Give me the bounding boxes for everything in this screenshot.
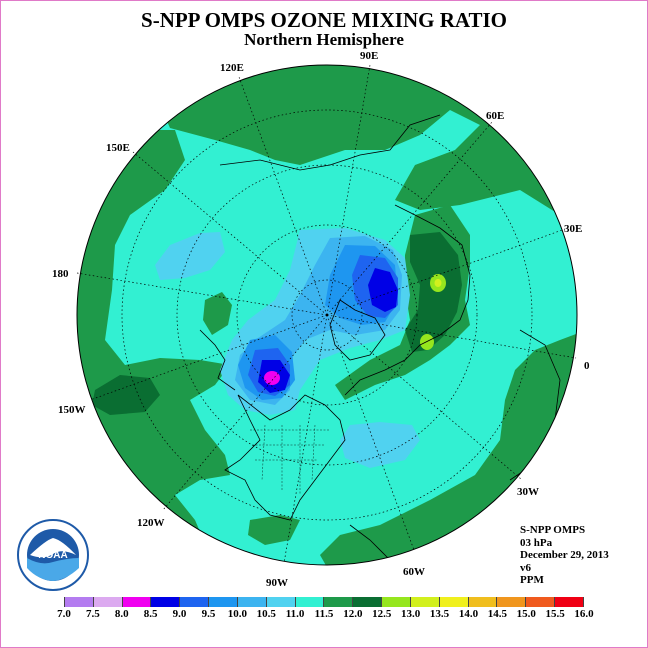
info-version: v6: [520, 561, 531, 574]
lon-label-30w: 30W: [517, 486, 539, 498]
colorbar-tick-label: 14.5: [487, 608, 507, 620]
ppm-8-5-central-core: [368, 268, 398, 312]
colorbar-tick-label: 15.0: [516, 608, 536, 620]
map-subtitle: Northern Hemisphere: [244, 30, 404, 49]
colorbar-bin-14: [468, 597, 498, 607]
colorbar-tick-label: 10.0: [227, 608, 247, 620]
ppm-10-5-atlantic-region: [340, 422, 420, 468]
colorbar-tick-label: 7.0: [57, 608, 71, 620]
colorbar-tick-label: 16.0: [574, 608, 594, 620]
lon-label-150e: 150E: [106, 142, 130, 154]
meridian-60w: [326, 314, 415, 551]
latitude-circle-20: [121, 109, 533, 521]
latitude-circle-80: [291, 279, 363, 351]
map-title: S-NPP OMPS OZONE MIXING RATIO: [141, 8, 507, 32]
colorbar-bin-6: [237, 597, 267, 607]
colorbar-tick-label: 12.0: [343, 608, 363, 620]
latitude-circle-40: [176, 164, 478, 466]
ppm-12-0-pacific-region: [92, 375, 160, 415]
lon-label-150w: 150W: [58, 404, 86, 416]
noaa-logo: NOAA: [17, 519, 89, 591]
colorbar-tick-label: 14.0: [458, 608, 479, 620]
colorbar-tick-label: 9.5: [201, 608, 216, 620]
colorbar-tick-label: 13.5: [429, 608, 450, 620]
colorbar-bin-5: [209, 597, 238, 607]
info-block: S-NPP OMPS 03 hPa December 29, 2013 v6 P…: [520, 524, 609, 587]
map-boundary: [76, 64, 578, 566]
lon-label-120w: 120W: [137, 517, 165, 529]
coastline-asia-north: [219, 114, 441, 171]
colorbar-bin-4: [180, 597, 210, 607]
lon-label-180: 180: [52, 268, 69, 280]
ppm-13-0-core: [434, 279, 442, 287]
noaa-logo-text: NOAA: [38, 550, 67, 561]
ppm-10-5-west-blob: [155, 232, 225, 280]
colorbar-tick-label: 8.5: [143, 608, 158, 620]
colorbar-tick-label: 11.0: [285, 608, 305, 620]
info-date: December 29, 2013: [520, 549, 609, 561]
graticule: [76, 64, 577, 564]
colorbar-bin-15: [497, 597, 527, 607]
coastline-alaska: [199, 329, 236, 391]
lon-label-0: 0: [584, 360, 590, 372]
colorbar-tick-label: 10.5: [256, 608, 276, 620]
colorbar-tick-label: 12.5: [372, 608, 392, 620]
info-instrument: S-NPP OMPS: [520, 524, 586, 536]
colorbar-tick-label: 7.5: [86, 608, 100, 620]
ppm-8-0-core: [264, 371, 280, 385]
colorbar-bin-8: [295, 597, 325, 607]
colorbar-bin-1: [93, 597, 123, 607]
colorbar-bin-13: [439, 597, 469, 607]
colorbar-tick-label: 11.5: [314, 608, 334, 620]
colorbar-bin-0: [64, 597, 94, 607]
ppm-12-5-patch-south: [420, 334, 434, 350]
colorbar-bin-2: [122, 597, 152, 607]
ppm-12-0-east-region: [405, 232, 462, 352]
colorbar-bin-7: [266, 597, 296, 607]
coastline-europe-asia: [344, 204, 471, 396]
colorbar-bin-17: [555, 597, 584, 607]
colorbar-tick-label: 15.5: [545, 608, 565, 620]
ppm-11-5-small-region: [203, 292, 232, 335]
ppm-11-5-south-blob: [248, 515, 300, 545]
colorbar-bin-10: [353, 597, 383, 607]
lon-label-30e: 30E: [564, 223, 583, 235]
lon-label-60e: 60E: [486, 110, 505, 122]
colorbar: [64, 597, 584, 607]
colorbar-bin-11: [382, 597, 411, 607]
colorbar-bin-3: [151, 597, 181, 607]
lon-label-90w: 90W: [266, 577, 288, 589]
colorbar-tick-labels: 7.0 7.5 8.0 8.5 9.0 9.5 10.0 10.5 11.0 11.5 12.0 12…: [57, 608, 594, 622]
lon-label-60w: 60W: [403, 566, 425, 578]
latitude-circle-60: [236, 224, 418, 406]
colorbar-bin-9: [324, 597, 354, 607]
meridian-120w: [162, 314, 328, 511]
colorbar-tick-label: 13.0: [401, 608, 421, 620]
lon-label-120e: 120E: [220, 62, 244, 74]
coastline-north-america: [224, 394, 346, 521]
info-units: PPM: [520, 574, 544, 586]
lon-label-90e: 90E: [360, 50, 379, 62]
info-level: 03 hPa: [520, 536, 553, 549]
colorbar-bin-16: [526, 597, 556, 607]
colorbar-tick-label: 9.0: [172, 608, 187, 620]
colorbar-bin-12: [410, 597, 440, 607]
colorbar-tick-label: 8.0: [114, 608, 129, 620]
coastline-south-america: [349, 524, 411, 565]
us-state-lines: [250, 424, 330, 495]
